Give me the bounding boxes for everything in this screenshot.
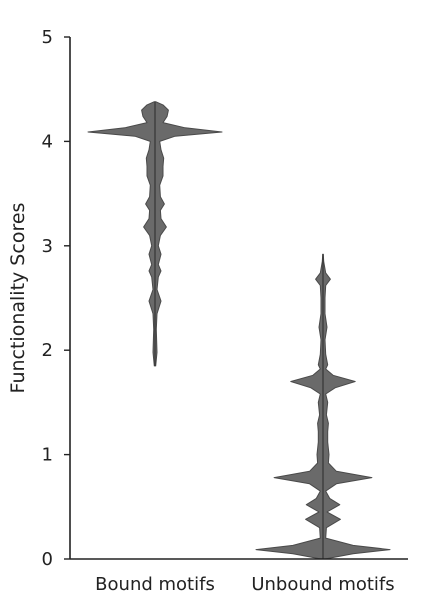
y-ticks: 0 1 2 3 4 5: [42, 27, 70, 570]
x-tick-label: Bound motifs: [95, 574, 215, 595]
y-tick-label: 4: [42, 131, 53, 152]
y-tick-label: 5: [42, 27, 53, 48]
y-tick-label: 2: [42, 340, 53, 361]
y-tick-label: 1: [42, 445, 53, 466]
violins: [87, 101, 391, 560]
y-tick-label: 3: [42, 236, 53, 257]
plot-area: [87, 101, 391, 560]
x-tick-labels: Bound motifs Unbound motifs: [95, 574, 394, 595]
y-axis-title: Functionality Scores: [7, 203, 29, 394]
x-tick-label: Unbound motifs: [251, 574, 394, 595]
y-tick-label: 0: [42, 549, 53, 570]
